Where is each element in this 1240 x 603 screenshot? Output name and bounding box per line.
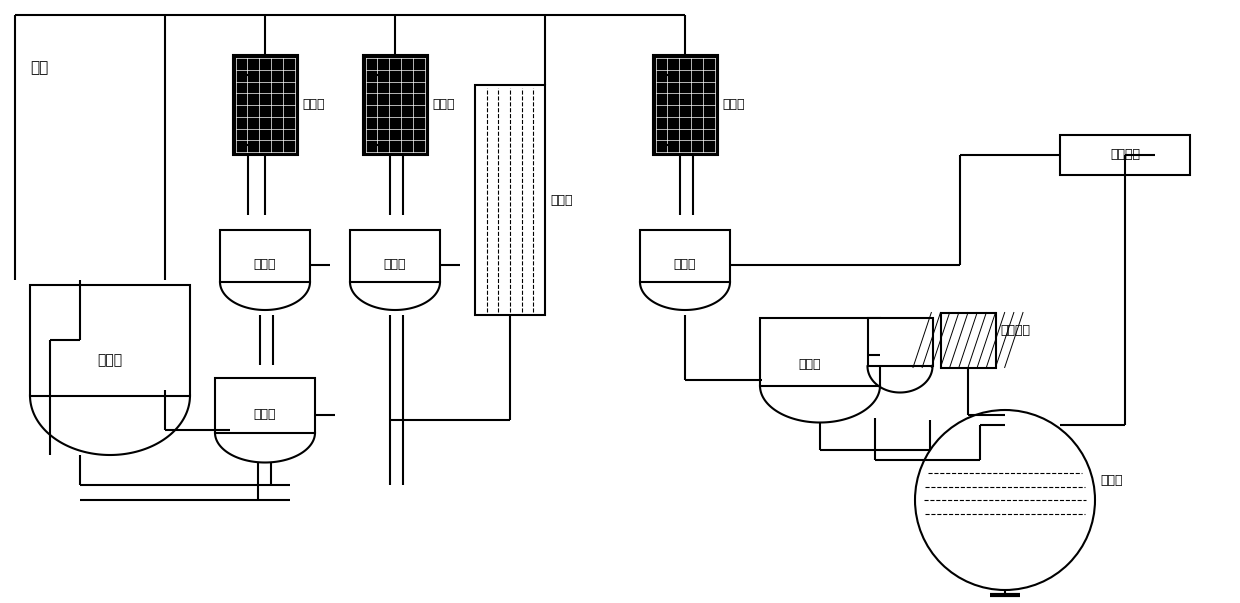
Bar — [1060, 135, 1190, 175]
Bar — [362, 55, 428, 155]
Bar — [366, 58, 424, 152]
Text: 液分釜: 液分釜 — [383, 259, 407, 271]
Bar — [475, 85, 546, 315]
Text: 液分釜: 液分釜 — [254, 259, 277, 271]
Bar — [656, 58, 714, 152]
Bar — [219, 230, 310, 282]
Text: 冷却器: 冷却器 — [303, 98, 325, 112]
Bar — [940, 312, 996, 367]
Text: 液分釜: 液分釜 — [673, 259, 696, 271]
Text: 干燥塔: 干燥塔 — [551, 194, 573, 206]
Circle shape — [915, 410, 1095, 590]
Text: 搞拌电机: 搞拌电机 — [1001, 323, 1030, 336]
Text: 氯化釜: 氯化釜 — [98, 353, 123, 367]
Text: 解析釜: 解析釜 — [254, 408, 277, 421]
Bar — [233, 55, 298, 155]
Bar — [640, 230, 730, 282]
Text: 尾气处理: 尾气处理 — [1110, 148, 1140, 162]
Text: 氯气: 氯气 — [30, 60, 48, 75]
Bar — [760, 318, 880, 386]
Text: 贮存罐: 贮存罐 — [799, 359, 821, 371]
Bar — [350, 230, 440, 282]
Bar — [236, 58, 295, 152]
Text: 反应釜: 反应釜 — [1100, 473, 1122, 487]
Bar — [868, 318, 932, 366]
Bar — [652, 55, 718, 155]
Bar — [215, 377, 315, 433]
Bar — [30, 285, 190, 396]
Text: 冷却器: 冷却器 — [723, 98, 745, 112]
Text: 冷却器: 冷却器 — [433, 98, 455, 112]
